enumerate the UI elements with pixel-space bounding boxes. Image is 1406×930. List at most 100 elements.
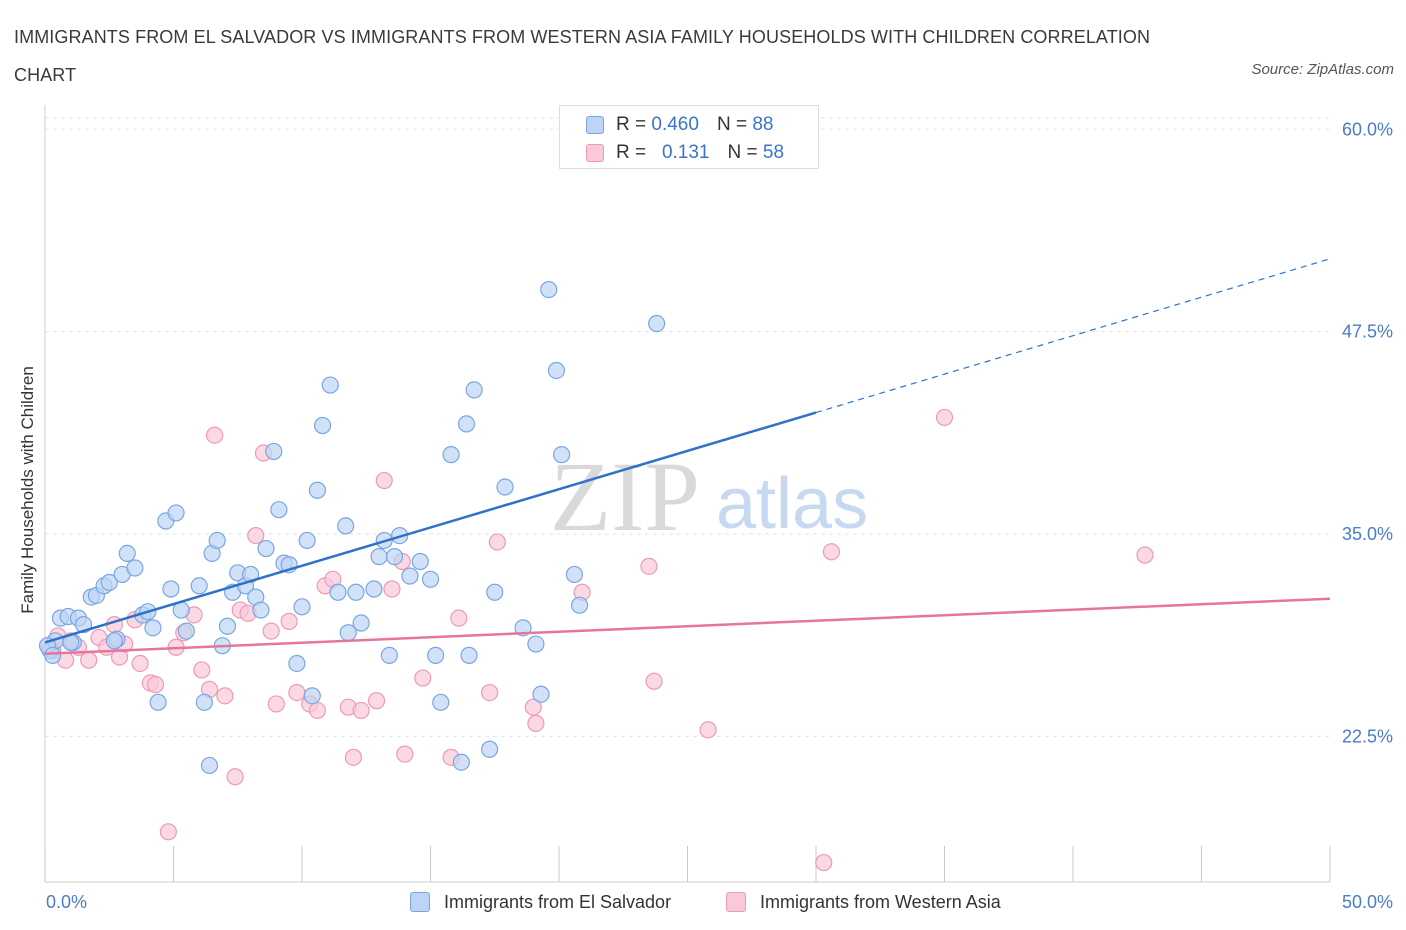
el-salvador-point [460,646,478,664]
el-salvador-point [252,601,270,619]
el-salvador-point [365,580,383,598]
chart-title: IMMIGRANTS FROM EL SALVADOR VS IMMIGRANT… [14,27,1151,85]
watermark: ZIP atlas [550,441,868,552]
el-salvador-point [452,753,470,771]
pink-swatch-icon [726,892,746,912]
el-salvador-point [308,481,327,499]
western-asia-point [488,533,506,551]
el-salvador-point [565,565,584,584]
el-salvador-point [352,614,370,632]
western-asia-point [131,654,149,673]
el-salvador-point [347,583,365,601]
western-asia-point [352,701,370,720]
western-asia-point [193,661,211,679]
el-salvador-point [547,361,566,380]
western-asia-point [226,768,244,786]
western-asia-point [216,687,234,705]
western-asia-point [935,408,954,427]
y-tick-label: 22.5% [1342,726,1393,746]
western-asia-point [375,471,393,490]
el-salvador-point [648,314,666,333]
el-salvador-point [242,565,260,584]
correlation-legend: R = 0.460 N = 88 R = 0.131 N = 58 [559,105,819,169]
el-salvador-point [100,573,118,592]
western-asia-point [822,543,841,561]
series-legend: Immigrants from El Salvador Immigrants f… [0,888,1406,916]
y-tick-label: 60.0% [1342,119,1393,139]
watermark-zip: ZIP [550,441,700,552]
western-asia-point [308,701,327,720]
el-salvador-point [126,559,144,577]
el-salvador-point [144,619,162,637]
el-salvador-point [465,381,483,399]
el-salvador-point [298,531,316,550]
western-asia-point [383,580,401,598]
western-asia-point [481,684,499,702]
el-salvador-point [105,632,123,650]
western-asia-point [247,526,265,545]
y-tick-label: 47.5% [1342,322,1393,342]
el-salvador-point [411,552,429,571]
trend-lines [44,258,1331,656]
n-value: 58 [762,142,785,163]
el-salvador-point [532,685,550,703]
el-salvador-point [162,580,180,598]
el-salvador-point [432,693,450,711]
el-salvador-point [427,646,445,664]
r-label: R = [616,114,647,135]
western-asia-point [80,651,98,669]
el-salvador-point [527,635,545,653]
el-salvador-point [270,501,288,519]
blue-swatch-icon [410,892,430,912]
x-tick-label: 50.0% [1342,892,1393,912]
el-salvador-point [442,446,460,464]
western-asia-point [206,426,224,444]
el-salvador-point [380,646,398,664]
el-salvador-point [293,598,311,616]
el-salvador-point [337,517,355,535]
y-tick-labels: 22.5% 35.0% 47.5% 60.0% [1342,119,1393,746]
western-asia-point [1136,546,1154,564]
western-asia-point [699,721,717,739]
blue-swatch-icon [586,116,604,134]
legend-label-el-salvador: Immigrants from El Salvador [444,891,672,912]
el-salvador-point [570,596,589,614]
legend-row-el-salvador: R = 0.460 N = 88 [586,111,773,139]
watermark-atlas: atlas [716,464,868,544]
el-salvador-point [288,654,306,673]
western-asia-point [815,853,833,872]
western-asia-point [367,692,386,710]
el-salvador-point [303,687,321,705]
western-asia-point [414,669,432,687]
western-asia-point [262,622,280,640]
el-salvador-point [329,583,347,601]
el-salvador-point [401,567,419,585]
el-salvador-point [190,577,208,595]
western-asia-trend-line [44,597,1331,656]
n-label: N = [716,114,748,135]
el-salvador-point [177,622,195,640]
western-asia-point [280,612,298,630]
el-salvador-point [321,376,339,394]
el-salvador-point [118,544,136,562]
n-value: 88 [752,114,774,135]
el-salvador-point [421,570,440,588]
el-salvador-point [208,531,226,550]
el-salvador-point [200,756,219,775]
western-asia-point [267,695,285,713]
el-salvador-point [313,416,332,435]
western-asia-point [288,684,306,702]
n-label: N = [727,142,758,163]
r-label: R = [616,142,647,163]
el-salvador-point [486,583,504,601]
grid-lines [45,117,1330,737]
el-salvador-point [167,504,185,522]
el-salvador-point [44,646,62,664]
legend-row-western-asia: R = 0.131 N = 58 [586,139,784,167]
r-value: 0.460 [651,114,699,135]
el-salvador-point [370,548,388,566]
legend-item-el-salvador: Immigrants from El Salvador [410,888,671,916]
legend-label-western-asia: Immigrants from Western Asia [760,891,1001,912]
series-el-salvador-points [38,127,730,775]
y-axis-title: Family Households with Children [18,366,37,614]
